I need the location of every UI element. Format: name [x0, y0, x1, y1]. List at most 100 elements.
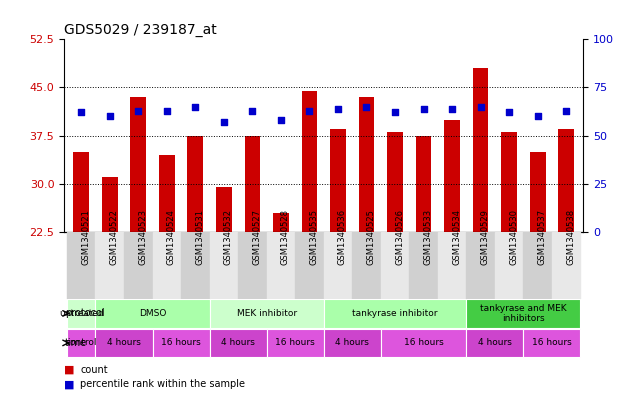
- Bar: [501, 132, 517, 232]
- Text: 16 hours: 16 hours: [532, 338, 572, 347]
- Point: [561, 107, 571, 114]
- Point: [190, 103, 201, 110]
- Text: GDS5029 / 239187_at: GDS5029 / 239187_at: [64, 23, 217, 37]
- Point: [76, 109, 87, 116]
- Bar: [416, 136, 431, 232]
- Bar: [181, 232, 210, 299]
- Text: GSM1340533: GSM1340533: [424, 209, 433, 265]
- Bar: [381, 232, 410, 299]
- Text: 16 hours: 16 hours: [404, 338, 444, 347]
- Point: [390, 109, 400, 116]
- Bar: [153, 329, 210, 357]
- Point: [504, 109, 514, 116]
- Bar: [295, 232, 324, 299]
- Text: 4 hours: 4 hours: [335, 338, 369, 347]
- Bar: [324, 329, 381, 357]
- Text: GSM1340522: GSM1340522: [110, 209, 119, 265]
- Text: control: control: [65, 338, 97, 347]
- Bar: [302, 91, 317, 232]
- Text: GSM1340532: GSM1340532: [224, 209, 233, 265]
- Bar: [102, 177, 117, 232]
- Text: 4 hours: 4 hours: [478, 338, 512, 347]
- Text: GSM1340535: GSM1340535: [310, 209, 319, 265]
- Bar: [96, 329, 153, 357]
- Point: [133, 107, 144, 114]
- Bar: [495, 232, 524, 299]
- Point: [362, 103, 372, 110]
- Point: [104, 113, 115, 119]
- Bar: [73, 152, 89, 232]
- Bar: [353, 232, 381, 299]
- Text: MEK inhibitor: MEK inhibitor: [237, 309, 297, 318]
- Bar: [467, 232, 495, 299]
- Bar: [210, 329, 267, 357]
- Bar: [210, 299, 324, 328]
- Bar: [438, 232, 467, 299]
- Text: protocol: protocol: [65, 309, 104, 318]
- Text: percentile rank within the sample: percentile rank within the sample: [80, 379, 245, 389]
- Point: [304, 107, 315, 114]
- Point: [247, 107, 258, 114]
- Bar: [473, 68, 488, 232]
- Bar: [359, 97, 374, 232]
- Text: GSM1340526: GSM1340526: [395, 209, 404, 265]
- Point: [447, 105, 457, 112]
- Bar: [444, 119, 460, 232]
- Bar: [210, 232, 238, 299]
- Bar: [238, 232, 267, 299]
- Bar: [381, 329, 467, 357]
- Text: untreated: untreated: [59, 309, 104, 318]
- Bar: [96, 299, 210, 328]
- Bar: [67, 299, 96, 328]
- Text: GSM1340537: GSM1340537: [538, 209, 547, 265]
- Text: GSM1340521: GSM1340521: [81, 209, 90, 265]
- Text: count: count: [80, 365, 108, 375]
- Bar: [387, 132, 403, 232]
- Bar: [67, 232, 96, 299]
- Bar: [330, 129, 345, 232]
- Bar: [524, 232, 552, 299]
- Point: [162, 107, 172, 114]
- Text: tankyrase and MEK
inhibitors: tankyrase and MEK inhibitors: [480, 304, 567, 323]
- Text: GSM1340531: GSM1340531: [196, 209, 204, 265]
- Bar: [558, 129, 574, 232]
- Text: GSM1340536: GSM1340536: [338, 209, 347, 265]
- Text: GSM1340527: GSM1340527: [253, 209, 262, 265]
- Text: GSM1340530: GSM1340530: [509, 209, 518, 265]
- Bar: [159, 155, 174, 232]
- Text: 16 hours: 16 hours: [275, 338, 315, 347]
- Text: GSM1340523: GSM1340523: [138, 209, 147, 265]
- Bar: [187, 136, 203, 232]
- Text: GSM1340524: GSM1340524: [167, 209, 176, 265]
- Bar: [410, 232, 438, 299]
- Bar: [267, 232, 295, 299]
- Text: DMSO: DMSO: [139, 309, 166, 318]
- Point: [419, 105, 429, 112]
- Bar: [273, 213, 288, 232]
- Text: 4 hours: 4 hours: [107, 338, 141, 347]
- Bar: [153, 232, 181, 299]
- Bar: [467, 299, 581, 328]
- Bar: [67, 329, 96, 357]
- Text: tankyrase inhibitor: tankyrase inhibitor: [353, 309, 438, 318]
- Bar: [324, 232, 353, 299]
- Text: ■: ■: [64, 365, 74, 375]
- Text: 4 hours: 4 hours: [221, 338, 255, 347]
- Bar: [130, 97, 146, 232]
- Point: [476, 103, 486, 110]
- Bar: [267, 329, 324, 357]
- Point: [533, 113, 543, 119]
- Text: GSM1340538: GSM1340538: [566, 209, 575, 265]
- Text: ■: ■: [64, 379, 74, 389]
- Text: GSM1340529: GSM1340529: [481, 209, 490, 265]
- Point: [333, 105, 343, 112]
- Bar: [96, 232, 124, 299]
- Point: [219, 119, 229, 125]
- Text: 16 hours: 16 hours: [161, 338, 201, 347]
- Bar: [467, 329, 524, 357]
- Text: time: time: [65, 338, 87, 348]
- Text: GSM1340534: GSM1340534: [452, 209, 461, 265]
- Bar: [552, 232, 581, 299]
- Bar: [216, 187, 231, 232]
- Text: GSM1340528: GSM1340528: [281, 209, 290, 265]
